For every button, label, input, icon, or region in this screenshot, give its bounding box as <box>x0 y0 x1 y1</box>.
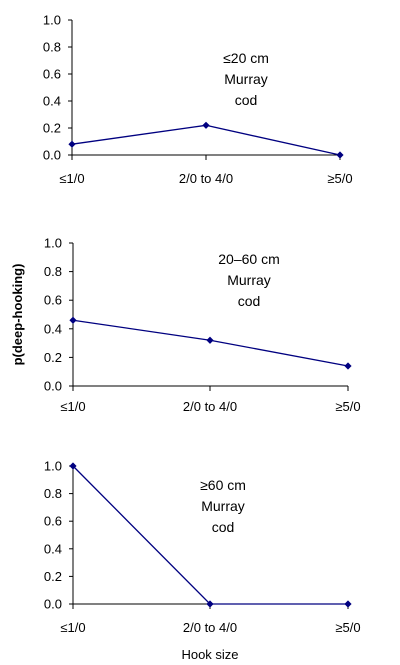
data-point-marker <box>344 600 352 608</box>
data-point-marker <box>69 462 77 470</box>
y-tick-label: 0.0 <box>44 597 62 612</box>
chart-panel-3: 0.0 0.2 0.4 0.6 0.8 1.0 ≤1/0 2/0 to 4/0 ≥5/0 ≥60 … <box>44 459 361 663</box>
y-tick-label: 1.0 <box>43 13 61 28</box>
y-tick-label: 0.6 <box>43 67 61 82</box>
y-tick-label: 0.0 <box>43 148 61 163</box>
panel-annotation-line: Murray <box>201 498 245 514</box>
data-point-marker <box>344 362 352 370</box>
x-tick-label: ≥5/0 <box>335 399 360 414</box>
y-tick-label: 0.8 <box>44 486 62 501</box>
x-tick-label: ≤1/0 <box>60 620 85 635</box>
chart-panel-1: 0.0 0.2 0.4 0.6 0.8 1.0 ≤1/0 2/0 to 4/0 ≥5/0 ≤20 … <box>43 13 353 187</box>
y-tick-label: 1.0 <box>44 236 62 251</box>
y-tick-label: 0.8 <box>43 40 61 55</box>
data-point-marker <box>68 140 76 148</box>
panel-annotation-line: Murray <box>227 272 271 288</box>
y-tick-label: 0.0 <box>44 379 62 394</box>
x-tick-label: ≥5/0 <box>327 171 352 186</box>
y-tick-label: 0.4 <box>44 321 62 336</box>
x-tick-label: ≤1/0 <box>59 171 84 186</box>
data-point-marker <box>336 151 344 159</box>
data-point-marker <box>206 600 214 608</box>
y-tick-label: 0.2 <box>43 121 61 136</box>
x-tick-label: 2/0 to 4/0 <box>183 620 237 635</box>
x-tick-label: ≤1/0 <box>60 399 85 414</box>
x-axis-title: Hook size <box>181 647 238 662</box>
y-axis-title: p(deep-hooking) <box>10 264 25 366</box>
x-tick-label: 2/0 to 4/0 <box>183 399 237 414</box>
series-line <box>71 124 341 156</box>
y-tick-label: 0.2 <box>44 569 62 584</box>
y-tick-label: 0.4 <box>44 541 62 556</box>
data-point-marker <box>206 336 214 344</box>
panel-annotation-line: 20–60 cm <box>218 251 279 267</box>
x-tick-label: 2/0 to 4/0 <box>179 171 233 186</box>
panel-annotation-line: cod <box>235 92 258 108</box>
panel-annotation-line: Murray <box>224 71 268 87</box>
data-point-marker <box>69 316 77 324</box>
chart-panel-2: 0.0 0.2 0.4 0.6 0.8 1.0 ≤1/0 2/0 to 4/0 ≥5/0 20–6… <box>10 236 361 415</box>
panel-annotation-line: cod <box>212 519 235 535</box>
y-tick-label: 0.8 <box>44 264 62 279</box>
y-tick-label: 0.6 <box>44 514 62 529</box>
y-tick-label: 0.4 <box>43 94 61 109</box>
y-tick-label: 0.2 <box>44 350 62 365</box>
y-tick-label: 0.6 <box>44 293 62 308</box>
data-point-marker <box>202 121 210 129</box>
x-tick-label: ≥5/0 <box>335 620 360 635</box>
panel-annotation-line: ≤20 cm <box>223 50 269 66</box>
panel-annotation-line: ≥60 cm <box>200 477 246 493</box>
y-tick-label: 1.0 <box>44 459 62 474</box>
panel-annotation-line: cod <box>238 293 261 309</box>
